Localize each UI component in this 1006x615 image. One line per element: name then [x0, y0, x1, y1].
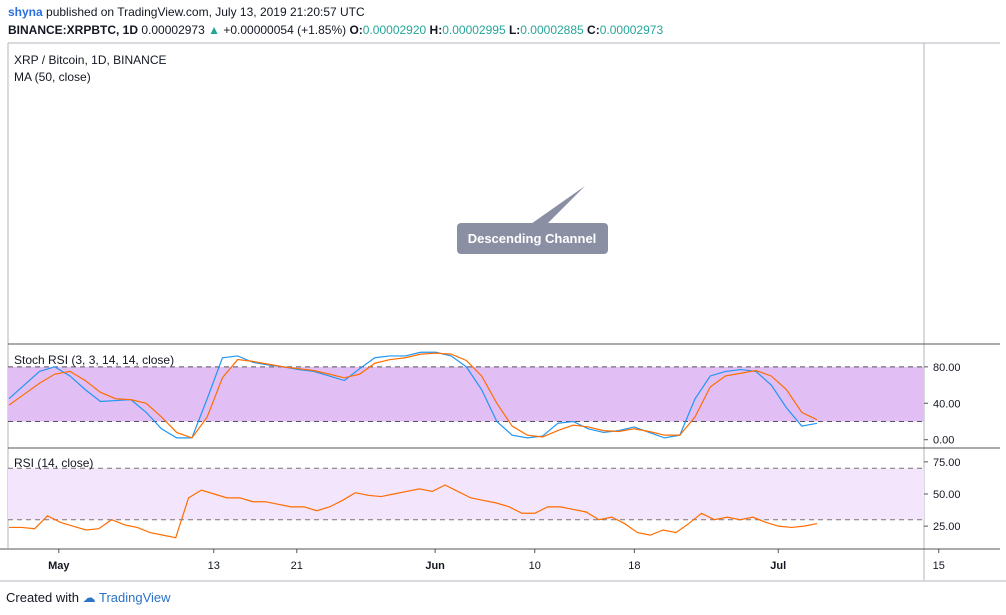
time-tick-label: Jul [770, 560, 786, 572]
rsi-line [9, 484, 818, 539]
time-tick-label: 21 [291, 560, 303, 572]
rsi-tick-label: 25.00 [933, 521, 961, 533]
ohlc-header: BINANCE:XRPBTC, 1D 0.00002973 ▲ +0.00000… [8, 23, 663, 37]
price-chart-title: XRP / Bitcoin, 1D, BINANCE [14, 53, 167, 67]
close-label: C: [587, 23, 600, 37]
open-value: 0.00002920 [362, 23, 427, 37]
rsi-tick-label: 50.00 [933, 489, 961, 501]
close-value: 0.00002973 [599, 23, 664, 37]
time-tick-label: 18 [628, 560, 640, 572]
stoch-tick-label: 80.00 [933, 362, 961, 374]
footer: Created with ☁ TradingView [6, 590, 171, 606]
time-tick-label: 10 [529, 560, 541, 572]
tradingview-logo-icon[interactable]: ☁ [82, 590, 96, 605]
stoch-tick-label: 0.00 [933, 435, 954, 447]
rsi-pane[interactable] [8, 461, 928, 539]
time-tick-label: May [48, 560, 70, 572]
rsi-band [8, 468, 924, 520]
low-label: L: [508, 23, 521, 37]
ma-indicator-label: MA (50, close) [14, 70, 91, 84]
low-value: 0.00002885 [520, 23, 584, 37]
up-triangle-icon: ▲ [208, 23, 220, 37]
open-label: O: [349, 23, 363, 37]
stoch-pane[interactable] [8, 351, 928, 441]
created-with-label: Created with [6, 590, 79, 605]
time-axis [58, 549, 940, 553]
price-change: +0.00000054 (+1.85%) [223, 23, 347, 37]
stoch-band [8, 366, 924, 422]
time-tick-label: 13 [208, 560, 220, 572]
symbol-label: BINANCE:XRPBTC, 1D [8, 23, 139, 37]
stoch-k-line [8, 351, 818, 439]
stoch-tick-label: 40.00 [933, 398, 961, 410]
stoch-d-line [8, 352, 818, 439]
publish-info: published on TradingView.com, July 13, 2… [46, 5, 365, 19]
rsi-title: RSI (14, close) [14, 456, 93, 470]
author-name[interactable]: shyna [8, 5, 43, 19]
tradingview-brand[interactable]: TradingView [99, 590, 171, 605]
high-value: 0.00002995 [442, 23, 506, 37]
time-tick-label: 15 [933, 560, 945, 572]
callout-label: Descending Channel [468, 231, 597, 246]
last-price: 0.00002973 [141, 23, 205, 37]
callout-box[interactable] [457, 223, 608, 254]
time-tick-label: Jun [425, 560, 445, 572]
high-label: H: [429, 23, 443, 37]
stoch-title: Stoch RSI (3, 3, 14, 14, close) [14, 353, 174, 367]
price-pane[interactable] [6, 0, 1000, 254]
rsi-tick-label: 75.00 [933, 457, 961, 469]
publish-line: shyna published on TradingView.com, July… [8, 5, 365, 19]
callout-pointer [528, 186, 585, 226]
